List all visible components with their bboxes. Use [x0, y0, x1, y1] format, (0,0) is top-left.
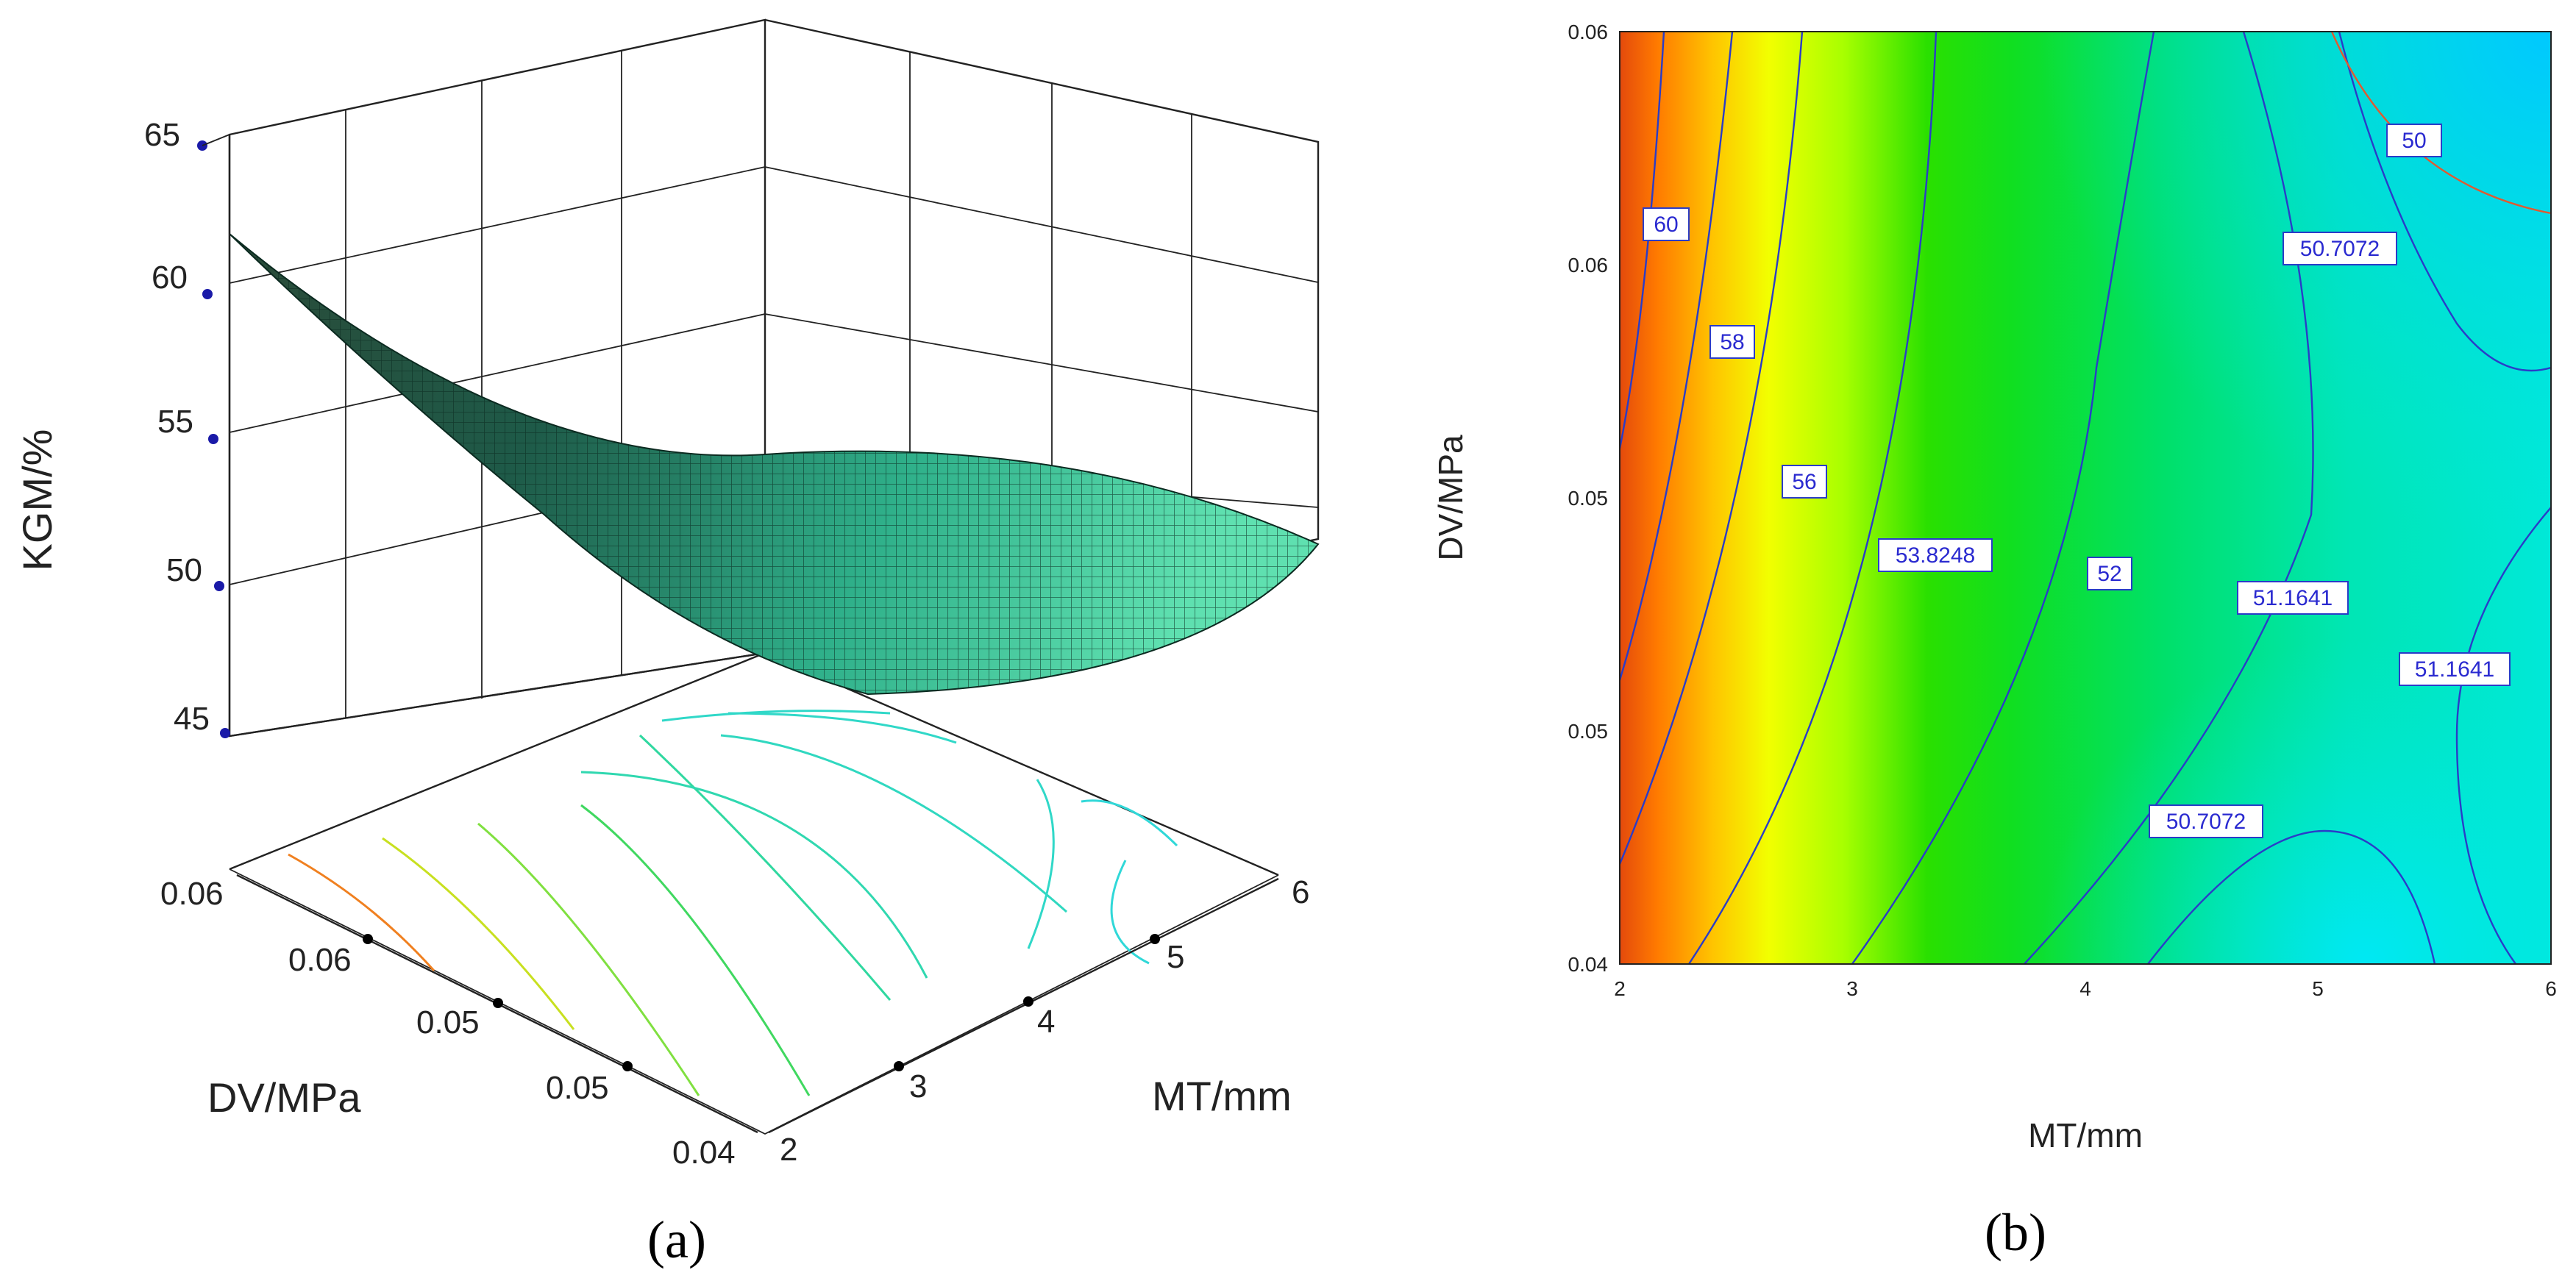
z-tick-label: 45	[174, 701, 210, 737]
mt-tick-label: 5	[1167, 939, 1184, 975]
y-tick-label: 0.04	[1568, 953, 1609, 976]
z-tick-dot	[202, 289, 213, 299]
x-tick-label: 5	[2312, 977, 2324, 1000]
x-tick-label: 4	[2079, 977, 2091, 1000]
y-tick-label: 0.05	[1568, 487, 1609, 510]
mt-axis-title: MT/mm	[1152, 1073, 1292, 1119]
x-tick-label: 3	[1846, 977, 1858, 1000]
dv-axis-title: DV/MPa	[207, 1074, 361, 1121]
z-tick-label: 60	[152, 260, 188, 296]
mt-tick-dot	[1150, 934, 1160, 944]
z-tick-dot	[214, 581, 224, 591]
x-axis-2d: 2 3 4 5 6 MT/mm	[1614, 977, 2557, 1154]
contour-line-53.8248	[1687, 32, 1938, 964]
dv-tick-label: 0.05	[416, 1004, 480, 1040]
mt-tick-label: 3	[909, 1068, 927, 1104]
z-tick-label: 65	[144, 117, 180, 153]
contour-fill	[1620, 32, 2551, 964]
z-tick-dot	[220, 728, 230, 738]
panel-label-b: (b)	[1985, 1203, 2046, 1262]
response-surface	[229, 233, 1320, 696]
z-axis: 65 60 55 50 45 KGM/%	[14, 117, 231, 738]
contour-label: 56	[1792, 470, 1816, 494]
x-tick-label: 2	[1614, 977, 1626, 1000]
contour-line-51.1641b	[2455, 507, 2551, 964]
mt-axis: 2 3 4 5 6 MT/mm	[768, 874, 1309, 1168]
z-tick-dot	[208, 434, 218, 444]
contour-plot-panel: 50 60 50.7072 58 56 53.8248 52 51.1641 5…	[1431, 21, 2557, 1262]
contour-line-50.7072a	[2338, 32, 2551, 372]
y-axis-2d: 0.06 0.06 0.05 0.05 0.04 DV/MPa	[1431, 21, 1608, 976]
mt-tick-label: 6	[1292, 874, 1309, 910]
contour-labels: 50 60 50.7072 58 56 53.8248 52 51.1641 5…	[1643, 124, 2511, 838]
y-tick-label: 0.06	[1568, 21, 1609, 43]
dv-tick-dot	[363, 934, 373, 944]
x-tick-label: 6	[2545, 977, 2557, 1000]
contour-label: 50.7072	[2300, 237, 2380, 261]
contour-line-51.1641a	[2024, 32, 2314, 964]
floor-contours	[288, 710, 1178, 1096]
contour-line-58	[1620, 32, 1734, 681]
dv-tick-label: 0.06	[160, 876, 224, 912]
contour-lines	[1620, 32, 2551, 964]
surface-plot-panel: 65 60 55 50 45 KGM/% 0.06 0.06 0.05 0.05…	[14, 18, 1320, 1269]
dv-tick-dot	[622, 1061, 633, 1071]
contour-label: 51.1641	[2253, 586, 2333, 610]
z-tick-label: 50	[166, 552, 202, 588]
dv-tick-label: 0.05	[546, 1070, 609, 1106]
contour-label: 53.8248	[1896, 543, 1975, 568]
contour-line-60	[1620, 32, 1665, 449]
dv-tick-dot	[493, 998, 503, 1008]
mt-tick-label: 2	[780, 1132, 797, 1168]
box-walls	[228, 18, 1320, 877]
mt-tick-dot	[894, 1061, 904, 1071]
dv-tick-label: 0.06	[288, 942, 352, 978]
contour-line-50.7072b	[2147, 829, 2436, 964]
y-tick-label: 0.06	[1568, 254, 1609, 276]
mt-tick-dot	[1023, 996, 1033, 1007]
z-tick-label: 55	[157, 404, 193, 440]
x-axis-title: MT/mm	[2028, 1116, 2143, 1154]
contour-label: 58	[1720, 330, 1744, 354]
y-axis-title: DV/MPa	[1431, 435, 1470, 561]
contour-line-56	[1620, 32, 1804, 865]
contour-label: 52	[2097, 562, 2121, 586]
z-axis-title: KGM/%	[14, 429, 60, 571]
contour-label: 50	[2402, 129, 2426, 153]
contour-line-52	[1851, 32, 2155, 964]
contour-frame	[1619, 31, 2552, 965]
contour-label: 50.7072	[2166, 810, 2246, 834]
contour-label: 60	[1654, 213, 1678, 237]
y-tick-label: 0.05	[1568, 720, 1609, 743]
contour-label: 51.1641	[2415, 657, 2494, 682]
dv-axis: 0.06 0.06 0.05 0.05 0.04 DV/MPa	[160, 874, 758, 1171]
dv-tick-label: 0.04	[672, 1135, 736, 1171]
mt-tick-label: 4	[1037, 1004, 1055, 1040]
panel-label-a: (a)	[647, 1210, 706, 1269]
